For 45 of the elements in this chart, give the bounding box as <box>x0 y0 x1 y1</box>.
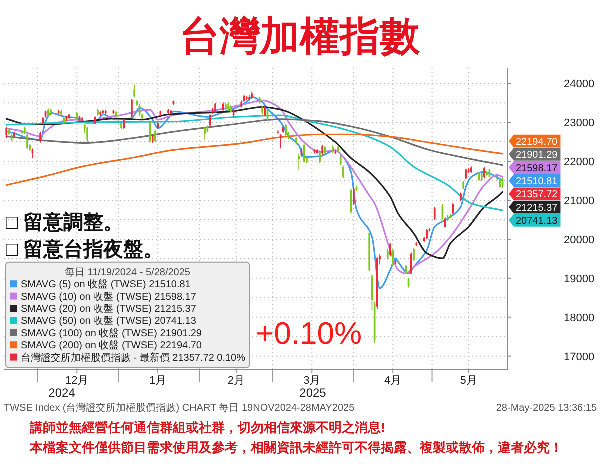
value-flag: 22194.70 <box>509 134 561 148</box>
legend-label: SMAVG (100) on 收盤 (TWSE) 21901.29 <box>21 327 202 340</box>
y-tick-label: 19000 <box>564 273 595 286</box>
x-tick-label: 2月 <box>228 375 245 387</box>
legend-label: SMAVG (50) on 收盤 (TWSE) 20741.13 <box>21 315 197 328</box>
value-flag: 21357.72 <box>509 188 561 201</box>
data-label: 21901.29 <box>516 150 558 162</box>
y-tick-label: 20000 <box>564 234 595 246</box>
value-flag: 21215.37 <box>509 200 561 214</box>
data-label: 21598.17 <box>516 163 558 174</box>
data-label: 22194.70 <box>516 136 558 148</box>
legend-label: SMAVG (20) on 收盤 (TWSE) 21215.37 <box>21 303 197 315</box>
annotation: TWSE Index (台灣證交所加權股價指數) CHART 每日 19NOV2024-28MAY2025 <box>4 403 355 414</box>
data-label: 20741.13 <box>516 216 558 228</box>
y-tick-label: 17000 <box>564 351 595 364</box>
x-tick-label: 5月 <box>460 375 478 387</box>
x-tick-label: 3月 <box>304 375 321 387</box>
x-tick-label: 12月 <box>65 375 89 387</box>
legend-title: 每日 11/19/2024 - 5/28/2025 <box>65 266 191 278</box>
data-label: 21510.81 <box>516 176 558 188</box>
annotation: 28-May-2025 13:36:15 <box>496 403 597 414</box>
annotation: 本檔案文件僅供節目需求使用及參考，相關資訊未經許可不得揭露、複製或散佈，違者必究！ <box>30 440 563 455</box>
value-flag: 21510.81 <box>509 174 561 188</box>
x-tick-label: 4月 <box>384 375 402 387</box>
value-flag: 21901.29 <box>509 148 561 162</box>
y-tick-label: 22000 <box>564 156 595 169</box>
legend-label: SMAVG (200) on 收盤 (TWSE) 22194.70 <box>21 340 202 352</box>
annotation: 2025 <box>300 386 326 400</box>
chart-title: 台灣加權指數 <box>180 15 421 59</box>
annotation: 2024 <box>48 386 76 400</box>
y-tick-label: 21000 <box>564 195 595 208</box>
annotation: □ 留意調整。 <box>6 212 124 234</box>
value-flag: 21598.17 <box>509 161 561 174</box>
y-tick-label: 23000 <box>564 118 595 130</box>
legend-label: 台灣證交所加權股價指數 - 最新價 21357.72 0.10% <box>21 352 246 364</box>
y-tick-label: 24000 <box>564 78 595 91</box>
data-label: 21215.37 <box>516 202 558 214</box>
annotation: 講師並無經營任何通信群組或社群，切勿相信來源不明之消息! <box>30 420 386 435</box>
value-flag: 20741.13 <box>509 214 561 228</box>
x-tick-label: 1月 <box>150 375 167 387</box>
annotation: +0.10% <box>256 316 362 351</box>
legend-label: SMAVG (5) on 收盤 (TWSE) 21510.81 <box>21 278 192 291</box>
legend-label: SMAVG (10) on 收盤 (TWSE) 21598.17 <box>21 290 197 303</box>
y-tick-label: 18000 <box>564 312 595 324</box>
annotation: □ 留意台指夜盤。 <box>6 239 164 261</box>
